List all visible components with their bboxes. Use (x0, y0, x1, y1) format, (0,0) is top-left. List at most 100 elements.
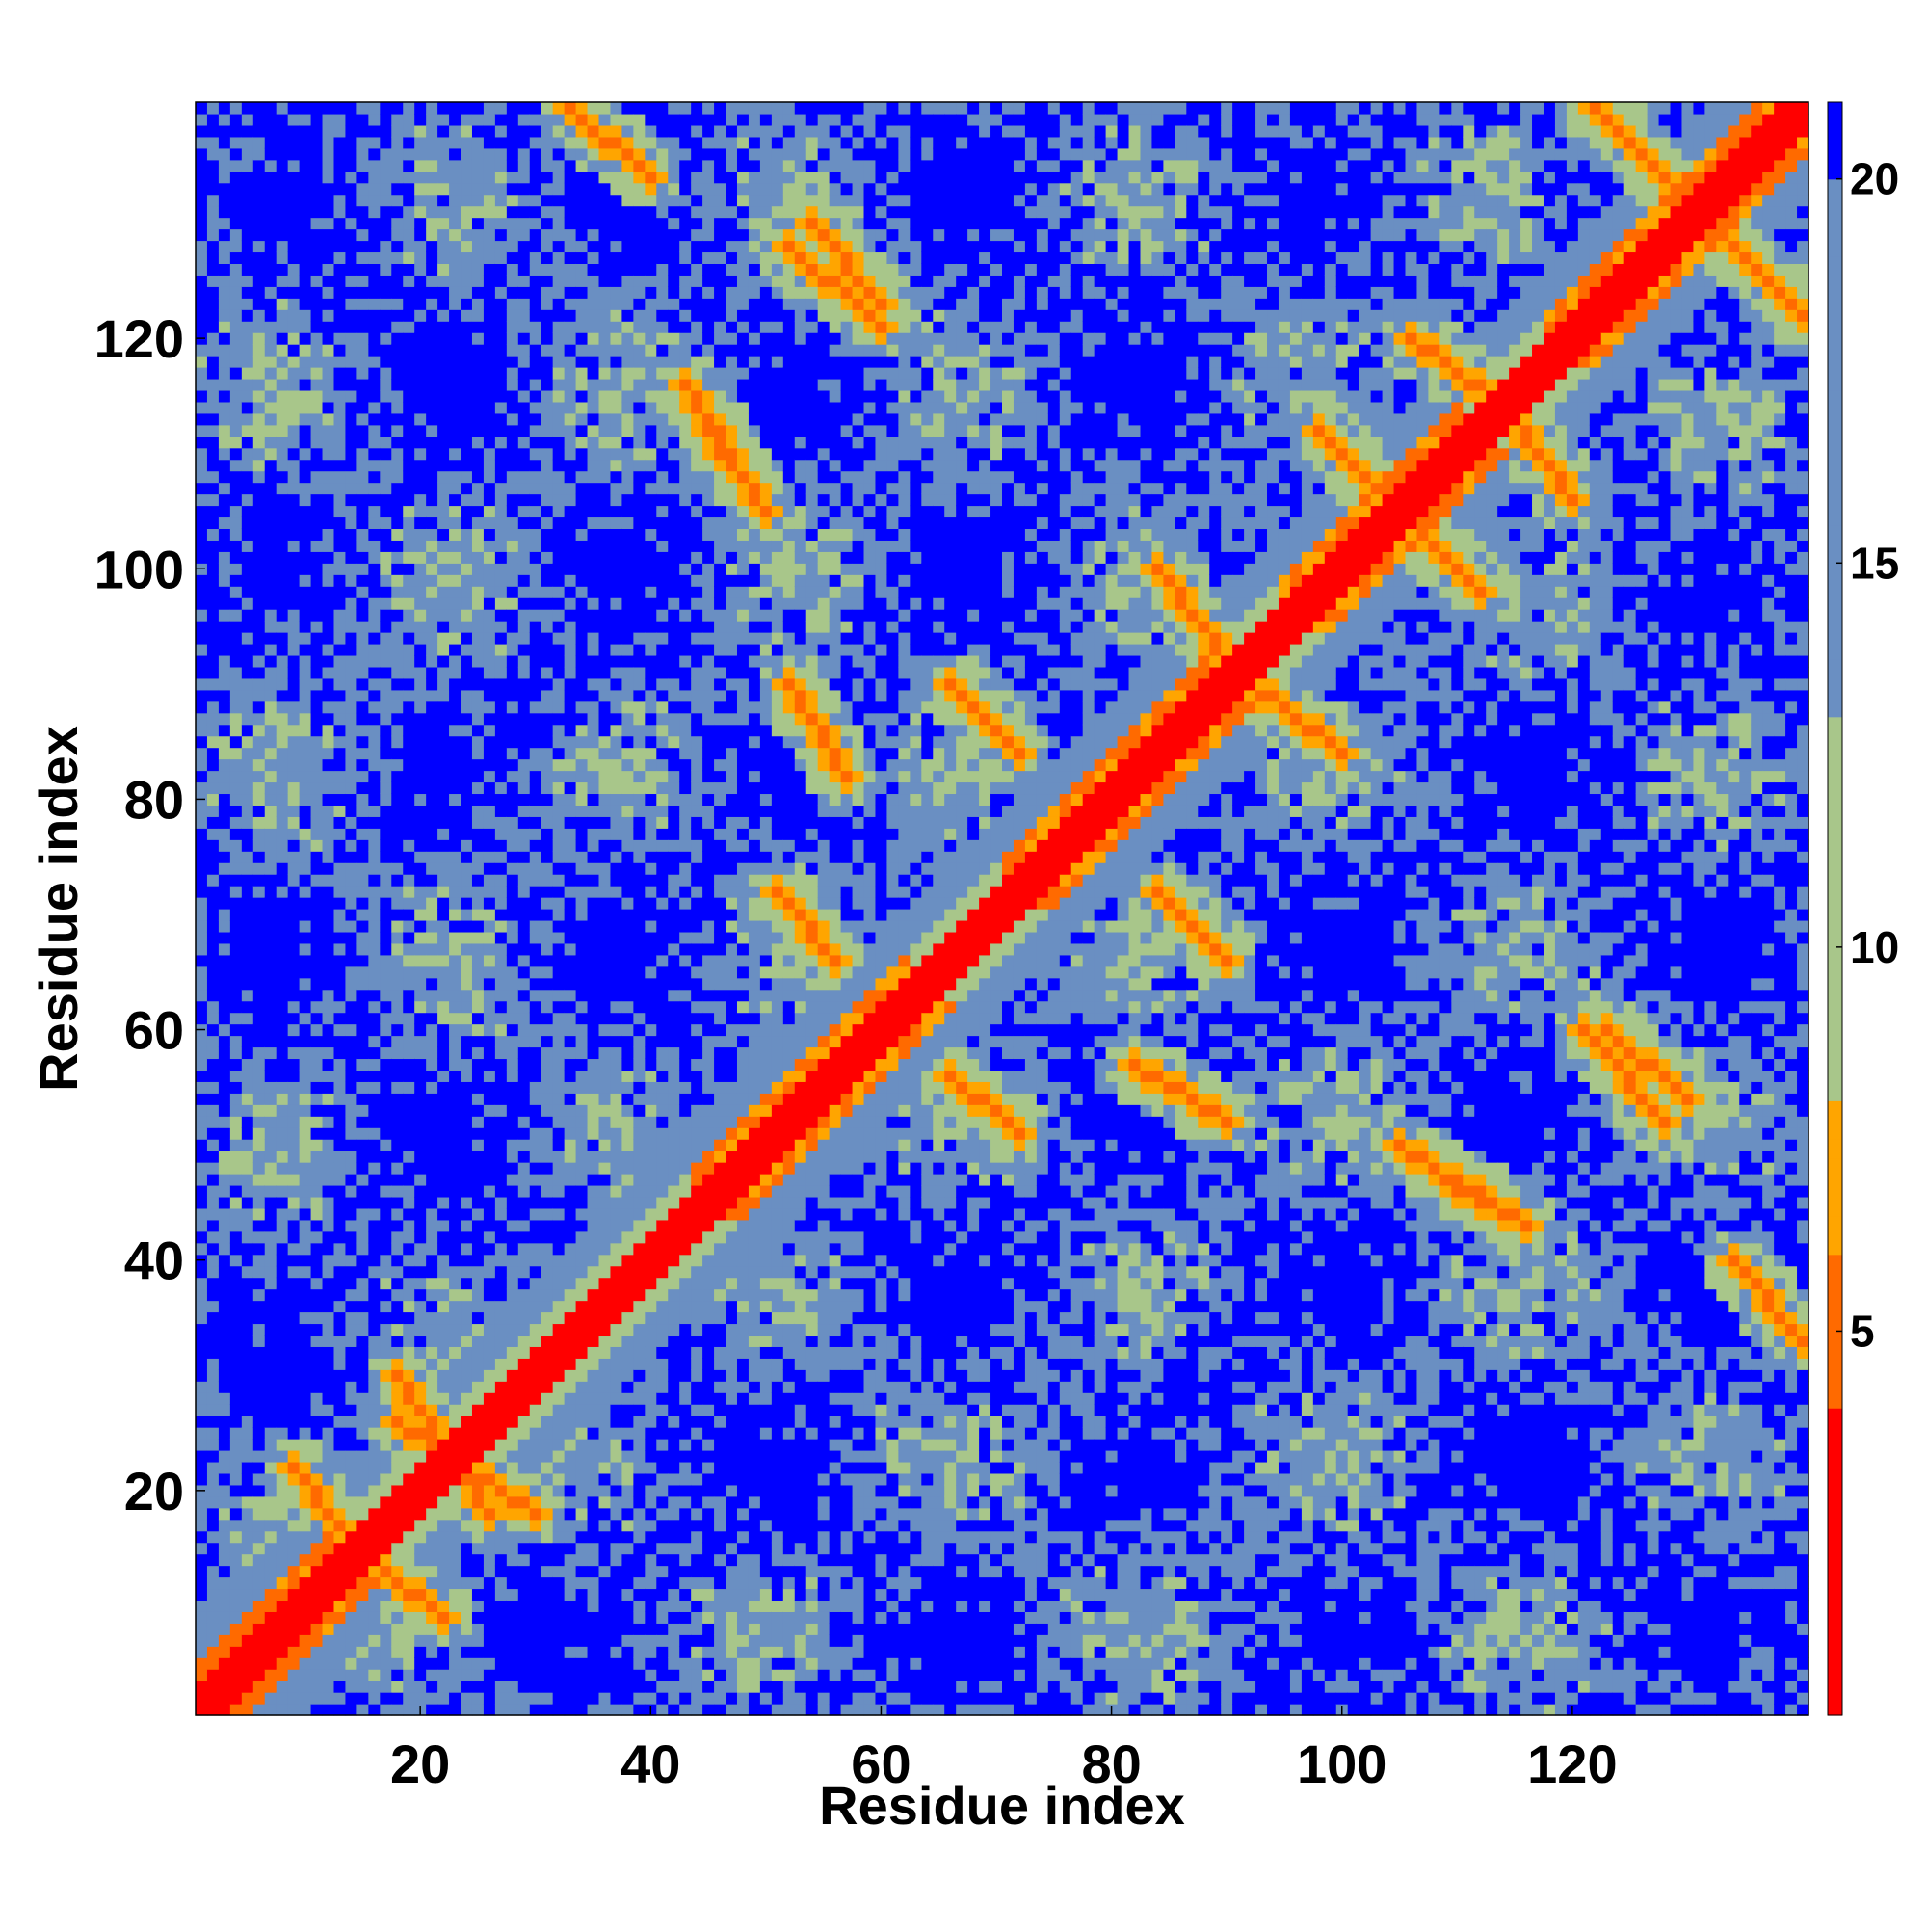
heatmap-cell (426, 1565, 438, 1578)
heatmap-cell (403, 1611, 415, 1624)
heatmap-cell (494, 701, 508, 714)
heatmap-cell (310, 412, 324, 426)
heatmap-cell (206, 240, 220, 253)
heatmap-cell (587, 505, 600, 518)
heatmap-cell (403, 874, 415, 887)
heatmap-cell (391, 563, 404, 575)
heatmap-cell (461, 1553, 473, 1567)
heatmap-cell (322, 401, 335, 414)
heatmap-cell (229, 724, 243, 737)
heatmap-cell (299, 275, 312, 287)
heatmap-cell (414, 701, 427, 714)
heatmap-cell (196, 182, 208, 196)
heatmap-cell (229, 701, 243, 714)
heatmap-cell (529, 1277, 542, 1290)
heatmap-cell (564, 586, 577, 598)
heatmap-cell (206, 412, 220, 426)
heatmap-cell (598, 1611, 612, 1624)
heatmap-cell (598, 654, 612, 668)
heatmap-cell (449, 228, 462, 242)
heatmap-cell (218, 1369, 231, 1382)
heatmap-cell (483, 839, 496, 852)
heatmap-cell (529, 171, 542, 184)
heatmap-cell (575, 1219, 589, 1232)
heatmap-cell (287, 332, 301, 345)
heatmap-cell (541, 113, 554, 126)
heatmap-cell (252, 551, 266, 564)
heatmap-cell (449, 470, 462, 484)
heatmap-cell (368, 1692, 381, 1705)
heatmap-cell (564, 793, 577, 806)
heatmap-cell (461, 897, 473, 910)
heatmap-cell (541, 482, 554, 495)
heatmap-cell (252, 412, 266, 426)
heatmap-cell (333, 1461, 347, 1474)
heatmap-cell (391, 1542, 404, 1555)
heatmap-cell (541, 586, 554, 598)
heatmap-cell (252, 470, 266, 484)
heatmap-cell (598, 689, 612, 702)
heatmap-cell (287, 1576, 301, 1590)
heatmap-cell (368, 1196, 381, 1209)
heatmap-cell (218, 1565, 231, 1578)
heatmap-cell (310, 1472, 324, 1486)
heatmap-cell (426, 1184, 438, 1198)
heatmap-cell (494, 1588, 508, 1601)
heatmap-cell (380, 240, 392, 253)
heatmap-cell (333, 482, 347, 495)
heatmap-cell (414, 540, 427, 552)
heatmap-cell (598, 1634, 612, 1647)
heatmap-cell (264, 356, 277, 368)
heatmap-cell (552, 1093, 566, 1105)
heatmap-cell (229, 966, 243, 979)
heatmap-cell (276, 1449, 289, 1463)
heatmap-cell (541, 1335, 554, 1347)
heatmap-cell (218, 989, 231, 1002)
heatmap-cell (310, 1461, 324, 1474)
heatmap-cell (345, 770, 357, 783)
heatmap-cell (471, 966, 485, 979)
heatmap-cell (322, 1023, 335, 1037)
heatmap-cell (414, 1207, 427, 1221)
heatmap-cell (575, 251, 589, 264)
heatmap-cell (414, 275, 427, 287)
heatmap-cell (552, 171, 566, 184)
heatmap-cell (471, 401, 485, 414)
heatmap-cell (552, 356, 566, 368)
heatmap-cell (471, 182, 485, 196)
heatmap-cell (206, 954, 220, 967)
heatmap-cell (529, 124, 542, 138)
heatmap-cell (229, 1231, 243, 1244)
heatmap-cell (426, 1461, 438, 1474)
heatmap-cell (461, 839, 473, 852)
heatmap-cell (461, 1519, 473, 1532)
heatmap-cell (264, 136, 277, 149)
heatmap-cell (241, 194, 254, 207)
heatmap-cell (529, 1449, 542, 1463)
heatmap-cell (494, 919, 508, 933)
heatmap-cell (206, 447, 220, 461)
heatmap-cell (299, 758, 312, 772)
heatmap-cell (252, 701, 266, 714)
heatmap-cell (437, 482, 450, 495)
heatmap-cell (322, 874, 335, 887)
heatmap-cell (541, 897, 554, 910)
heatmap-cell (449, 689, 462, 702)
heatmap-cell (426, 897, 438, 910)
heatmap-cell (598, 1392, 612, 1405)
heatmap-cell (437, 1116, 450, 1128)
heatmap-cell (241, 1669, 254, 1681)
heatmap-cell (287, 643, 301, 656)
heatmap-cell (426, 689, 438, 702)
heatmap-cell (333, 1012, 347, 1025)
heatmap-cell (322, 805, 335, 817)
heatmap-cell (403, 609, 415, 622)
heatmap-cell (529, 1000, 542, 1014)
heatmap-cell (598, 1035, 612, 1048)
heatmap-cell (196, 1416, 208, 1428)
heatmap-cell (380, 1449, 392, 1463)
heatmap-cell (403, 516, 415, 530)
heatmap-cell (541, 1104, 554, 1117)
heatmap-cell (241, 1300, 254, 1313)
heatmap-cell (356, 1323, 369, 1337)
